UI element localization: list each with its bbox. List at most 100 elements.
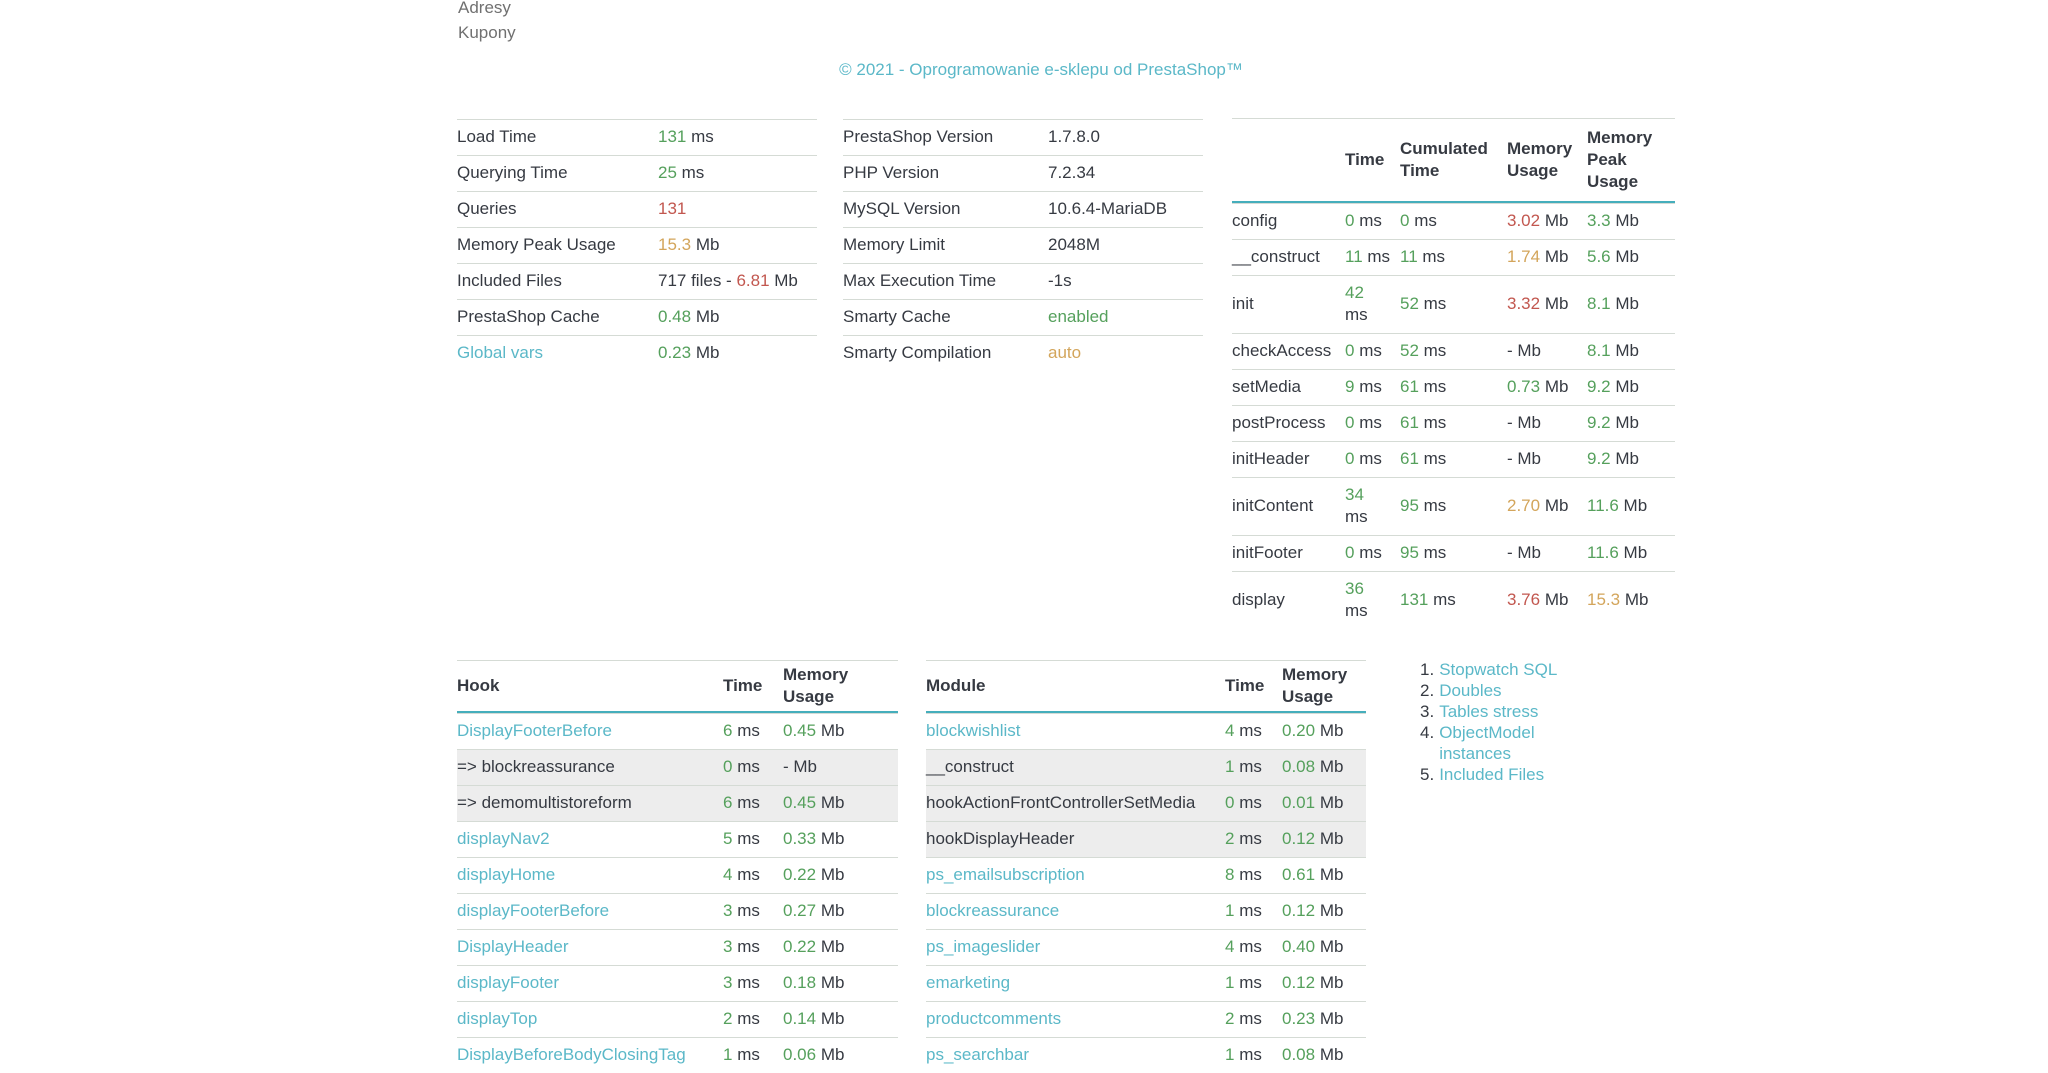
row-label-link[interactable]: Global vars	[457, 343, 543, 362]
memory-usage-cell: 3.32 Mb	[1507, 293, 1587, 315]
module-link[interactable]: ps_searchbar	[926, 1045, 1030, 1064]
module-link[interactable]: ps_emailsubscription	[926, 865, 1085, 884]
table-row: display 36 ms 131 ms 3.76 Mb 15.3 Mb	[1232, 571, 1675, 629]
time-unit: ms	[732, 1045, 760, 1064]
step-name: checkAccess	[1232, 341, 1332, 360]
memory-number: 0.23	[1282, 1009, 1316, 1028]
table-header-row: Time Cumulated Time Memory Usage Memory Pea…	[1232, 118, 1675, 203]
memory-unit: Mb	[788, 757, 818, 776]
time-unit: ms	[1428, 590, 1456, 609]
row-label: Smarty Compilation	[843, 343, 992, 362]
module-link[interactable]: blockreassurance	[926, 901, 1060, 920]
table-row: ps_emailsubscription 8 ms 0.61 Mb	[926, 857, 1366, 893]
list-item: 1. Stopwatch SQL	[1420, 659, 1580, 680]
table-row: postProcess 0 ms 61 ms - Mb 9.2 Mb	[1232, 405, 1675, 441]
profiler-link[interactable]: Included Files	[1439, 765, 1545, 784]
hook-link[interactable]: displayFooter	[457, 973, 560, 992]
time-unit: ms	[1345, 305, 1368, 324]
memory-cell: 0.45 Mb	[783, 720, 898, 742]
time-unit: ms	[732, 865, 760, 884]
value-part: Mb	[691, 307, 720, 326]
time-unit: ms	[1345, 601, 1368, 620]
hook-link[interactable]: displayHome	[457, 865, 556, 884]
time-number: 0	[1345, 543, 1355, 562]
time-number: 61	[1400, 413, 1419, 432]
time-cell: 3 ms	[723, 900, 783, 922]
time-number: 3	[723, 973, 733, 992]
memory-unit: Mb	[816, 937, 845, 956]
time-unit: ms	[1418, 449, 1447, 468]
profiler-link[interactable]: ObjectModel instances	[1439, 723, 1535, 763]
load-summary-table: Load Time 131 ms Querying Time 25 ms Queries…	[457, 119, 817, 371]
profiler-link[interactable]: Tables stress	[1439, 702, 1539, 721]
value-part: Mb	[691, 343, 720, 362]
value-part: 10.6.4-MariaDB	[1048, 199, 1168, 218]
value-part: 2048M	[1048, 235, 1100, 254]
footer-link[interactable]: Adresy	[458, 0, 511, 17]
footer-link[interactable]: Kupony	[458, 23, 516, 42]
module-link[interactable]: ps_imageslider	[926, 937, 1041, 956]
memory-unit: Mb	[816, 865, 845, 884]
copyright-link[interactable]: © 2021 - Oprogramowanie e-sklepu od Pres…	[839, 60, 1243, 79]
memory-number: 0.12	[1282, 829, 1316, 848]
memory-unit: Mb	[816, 1009, 845, 1028]
hook-link[interactable]: DisplayHeader	[457, 937, 569, 956]
time-unit: ms	[1234, 721, 1262, 740]
memory-unit: Mb	[816, 721, 845, 740]
memory-unit: Mb	[1512, 413, 1542, 432]
memory-number: 1.74	[1507, 247, 1541, 266]
memory-unit: Mb	[1540, 211, 1569, 230]
module-link[interactable]: productcomments	[926, 1009, 1062, 1028]
memory-cell: 0.40 Mb	[1282, 936, 1366, 958]
row-value: 131 ms	[658, 126, 817, 148]
module-link[interactable]: blockwishlist	[926, 721, 1021, 740]
memory-cell: 0.20 Mb	[1282, 720, 1366, 742]
time-unit: ms	[1418, 496, 1447, 515]
memory-number: 0.12	[1282, 901, 1316, 920]
memory-cell: 0.18 Mb	[783, 972, 898, 994]
memory-unit: Mb	[1618, 496, 1648, 515]
hook-table: Hook Time Memory Usage DisplayFooterBefore 6…	[457, 660, 898, 1073]
cumulated-time-cell: 131 ms	[1400, 589, 1507, 611]
time-number: 34	[1345, 485, 1364, 504]
memory-number: -	[1507, 449, 1513, 468]
memory-number: 11.6	[1587, 543, 1619, 562]
memory-cell: 0.12 Mb	[1282, 900, 1366, 922]
table-row: DisplayHeader 3 ms 0.22 Mb	[457, 929, 898, 965]
time-number: 0	[1345, 449, 1355, 468]
time-unit: ms	[1234, 1045, 1262, 1064]
memory-number: 0.06	[783, 1045, 817, 1064]
hook-link[interactable]: displayFooterBefore	[457, 901, 610, 920]
profiler-link[interactable]: Doubles	[1439, 681, 1502, 700]
memory-cell: 0.61 Mb	[1282, 864, 1366, 886]
memory-number: 0.08	[1282, 1045, 1316, 1064]
profiler-link[interactable]: Stopwatch SQL	[1439, 660, 1558, 679]
time-unit: ms	[1362, 247, 1391, 266]
module-link[interactable]: emarketing	[926, 973, 1011, 992]
hook-link[interactable]: displayNav2	[457, 829, 550, 848]
column-header: Memory Usage	[1507, 139, 1573, 180]
time-cell: 0 ms	[1345, 340, 1400, 362]
time-unit: ms	[732, 1009, 760, 1028]
row-value: enabled	[1048, 306, 1203, 328]
time-number: 0	[1345, 211, 1355, 230]
time-unit: ms	[1234, 793, 1262, 812]
hook-link[interactable]: DisplayFooterBefore	[457, 721, 612, 740]
sub-entry-name: => blockreassurance	[457, 757, 615, 776]
time-cell: 4 ms	[1225, 720, 1282, 742]
table-row: DisplayFooterBefore 6 ms 0.45 Mb	[457, 713, 898, 749]
time-unit: ms	[1418, 377, 1447, 396]
time-unit: ms	[732, 973, 760, 992]
table-row: Queries 131	[457, 191, 817, 227]
memory-unit: Mb	[1315, 937, 1344, 956]
time-number: 0	[1225, 793, 1235, 812]
time-cell: 34 ms	[1345, 484, 1400, 528]
memory-number: 0.61	[1282, 865, 1316, 884]
memory-cell: 0.22 Mb	[783, 864, 898, 886]
stopwatch-table: Time Cumulated Time Memory Usage Memory Pea…	[1232, 118, 1675, 629]
hook-link[interactable]: displayTop	[457, 1009, 538, 1028]
time-number: 9	[1345, 377, 1355, 396]
memory-number: 0.22	[783, 865, 817, 884]
memory-unit: Mb	[816, 1045, 845, 1064]
hook-link[interactable]: DisplayBeforeBodyClosingTag	[457, 1045, 686, 1064]
